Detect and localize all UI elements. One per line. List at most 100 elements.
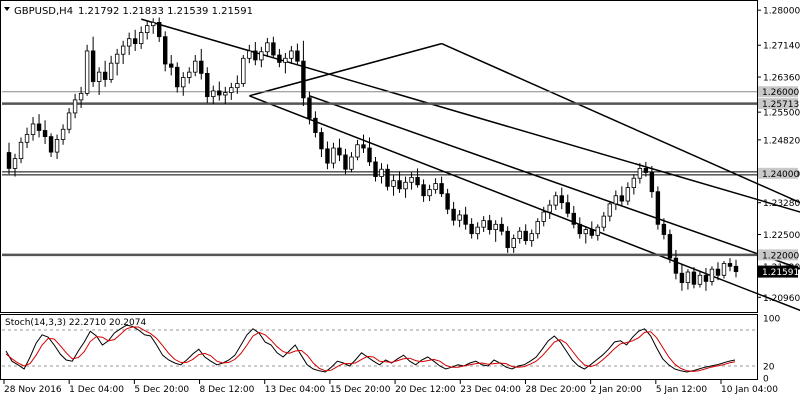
candle-body bbox=[36, 123, 42, 131]
candle-body bbox=[120, 45, 126, 55]
candle-body bbox=[643, 168, 649, 173]
candle-body bbox=[571, 212, 576, 225]
candle-body bbox=[361, 144, 366, 149]
candle-body bbox=[463, 214, 468, 225]
candle-body bbox=[72, 99, 78, 114]
candle-body bbox=[331, 147, 336, 164]
candle-body bbox=[223, 92, 228, 96]
candle-body bbox=[6, 152, 12, 169]
candle-body bbox=[469, 223, 474, 235]
down-channel-mid-a bbox=[441, 42, 800, 204]
candle-body bbox=[721, 263, 727, 276]
candle-body bbox=[187, 71, 192, 78]
candle-body bbox=[18, 141, 24, 160]
candle-body bbox=[229, 87, 234, 93]
candle-body bbox=[48, 136, 54, 153]
candle-body bbox=[421, 184, 426, 197]
candle-body bbox=[60, 128, 66, 140]
candle-body bbox=[96, 71, 102, 82]
candle-body bbox=[631, 177, 637, 188]
rising-trend bbox=[249, 42, 442, 97]
price-tick-label: 1.26360 bbox=[763, 74, 800, 84]
candle-body bbox=[577, 223, 582, 235]
candle-body bbox=[205, 72, 210, 98]
down-channel-bottom bbox=[249, 95, 800, 312]
candle-body bbox=[679, 272, 685, 284]
candle-body bbox=[126, 38, 132, 47]
candle-body bbox=[169, 63, 174, 68]
candle-body bbox=[247, 50, 252, 59]
price-tick-label: 1.24820 bbox=[763, 136, 800, 146]
candle-body bbox=[541, 211, 546, 222]
candle-body bbox=[703, 274, 709, 282]
candle-body bbox=[102, 71, 108, 80]
candle-body bbox=[529, 233, 534, 242]
candle-body bbox=[445, 193, 450, 210]
candle-body bbox=[619, 195, 625, 202]
candle-body bbox=[325, 148, 330, 164]
candle-body bbox=[307, 97, 312, 119]
candle-body bbox=[451, 208, 456, 221]
price-tick-label: 1.27140 bbox=[763, 42, 800, 52]
level-price-box bbox=[758, 167, 798, 179]
candle-body bbox=[691, 271, 697, 285]
candle-body bbox=[289, 50, 294, 59]
candles bbox=[6, 17, 739, 291]
candle-body bbox=[523, 230, 528, 242]
candle-body bbox=[427, 189, 432, 197]
chart-title: GBPUSD,H4 1.21792 1.21833 1.21539 1.2159… bbox=[4, 6, 253, 17]
candle-body bbox=[253, 50, 258, 61]
candle-body bbox=[547, 204, 552, 213]
candle-body bbox=[181, 77, 186, 88]
candle-body bbox=[391, 180, 396, 187]
candle-body bbox=[78, 92, 84, 101]
candle-body bbox=[403, 181, 408, 190]
level-price-label: 1.26000 bbox=[762, 88, 799, 98]
candle-body bbox=[493, 223, 498, 231]
candle-body bbox=[132, 38, 138, 45]
candle-body bbox=[589, 229, 595, 236]
candle-body bbox=[613, 195, 619, 205]
candle-body bbox=[138, 32, 144, 45]
price-tick-label: 1.23280 bbox=[763, 199, 800, 209]
axes: 1.28000 1.27140 1.26360 1.25500 1.24820 1.240… bbox=[3, 7, 800, 395]
candle-body bbox=[144, 25, 150, 33]
stoch-tick-label: 20 bbox=[763, 363, 775, 373]
time-tick-label: 5 Dec 20:00 bbox=[134, 385, 189, 395]
time-tick-label: 1 Dec 04:00 bbox=[69, 385, 124, 395]
candle-body bbox=[499, 223, 504, 232]
candle-body bbox=[511, 238, 516, 248]
candle-body bbox=[457, 214, 462, 221]
candle-body bbox=[553, 195, 558, 206]
candle-body bbox=[367, 147, 372, 163]
candle-body bbox=[583, 229, 588, 235]
candle-body bbox=[637, 168, 643, 179]
time-tick-label: 23 Dec 04:00 bbox=[460, 385, 521, 395]
price-tick-label: 1.22500 bbox=[763, 231, 800, 241]
candle-body bbox=[433, 183, 438, 191]
indicator-panel-frame bbox=[0, 314, 758, 380]
price-tick-label: 1.25500 bbox=[763, 109, 800, 119]
candle-body bbox=[355, 144, 360, 158]
candle-body bbox=[379, 168, 384, 177]
candle-body bbox=[295, 50, 300, 62]
candle-body bbox=[667, 234, 673, 259]
candle-body bbox=[163, 36, 168, 65]
candle-body bbox=[211, 90, 216, 98]
candle-body bbox=[601, 215, 607, 228]
candle-body bbox=[319, 132, 324, 150]
candle-body bbox=[108, 62, 114, 80]
candle-body bbox=[535, 221, 540, 235]
candle-body bbox=[343, 154, 348, 170]
candle-body bbox=[150, 21, 156, 27]
candle-body bbox=[349, 156, 354, 170]
candle-body bbox=[199, 60, 204, 74]
candle-body bbox=[517, 230, 522, 239]
candle-body bbox=[12, 158, 18, 169]
candle-body bbox=[697, 274, 703, 285]
level-price-box bbox=[758, 249, 798, 261]
candle-body bbox=[217, 90, 222, 96]
candle-body bbox=[54, 139, 60, 153]
candle-body bbox=[475, 226, 480, 235]
